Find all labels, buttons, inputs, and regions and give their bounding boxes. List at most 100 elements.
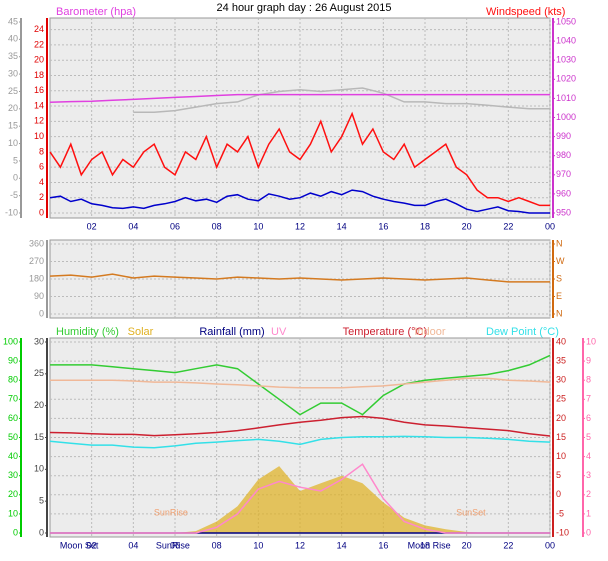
y-tick-label: 25: [34, 368, 44, 378]
page-title: 24 hour graph day : 26 August 2015: [217, 2, 392, 14]
x-tick-label: 22: [503, 540, 513, 550]
annotation: Moon Rise: [408, 540, 451, 550]
y-tick-label: 360: [29, 238, 44, 248]
y-tick-label: S: [556, 273, 562, 283]
y-tick-label: 60: [8, 413, 18, 423]
x-tick-label: 00: [545, 221, 555, 231]
sun-marker: SunSet: [456, 507, 486, 517]
y-tick-label: 20: [8, 103, 18, 113]
x-tick-label: 14: [337, 221, 347, 231]
y-tick-label: 970: [556, 169, 571, 179]
x-tick-label: 08: [212, 540, 222, 550]
y-tick-label: 35: [556, 355, 566, 365]
y-tick-label: 9: [586, 355, 591, 365]
y-tick-label: 0: [586, 527, 591, 537]
series-line: [49, 189, 550, 214]
y-tick-label: 6: [39, 162, 44, 172]
x-tick-label: 12: [295, 540, 305, 550]
x-tick-label: 10: [253, 221, 263, 231]
x-tick-label: 02: [87, 221, 97, 231]
y-tick-label: 20: [556, 413, 566, 423]
legend-entry: Indoor: [414, 326, 446, 338]
y-tick-label: 10: [556, 451, 566, 461]
y-tick-label: -10: [556, 527, 569, 537]
y-tick-label: 40: [8, 34, 18, 44]
area: [50, 466, 550, 533]
y-tick-label: 950: [556, 207, 571, 217]
y-tick-label: 30: [34, 336, 44, 346]
y-tick-label: 1: [586, 508, 591, 518]
legend-entry: Temperature (°C): [343, 326, 427, 338]
y-tick-label: 1050: [556, 16, 576, 26]
y-tick-label: 25: [556, 394, 566, 404]
legend-entry: Barometer (hpa): [56, 6, 136, 18]
legend-entry: Dew Point (°C): [486, 326, 559, 338]
x-tick-label: 00: [545, 540, 555, 550]
y-tick-label: 0: [39, 308, 44, 318]
y-tick-label: -5: [556, 508, 564, 518]
y-tick-label: 70: [8, 394, 18, 404]
y-tick-label: 2: [39, 192, 44, 202]
y-tick-label: 0: [39, 527, 44, 537]
series-line: [133, 87, 550, 114]
y-tick-label: 10: [586, 336, 596, 346]
y-tick-label: 5: [39, 496, 44, 506]
y-tick-label: 10: [34, 131, 44, 141]
annotation: Moon Set: [60, 540, 99, 550]
y-tick-label: 16: [34, 85, 44, 95]
y-tick-label: 22: [34, 39, 44, 49]
legend-entry: Rainfall (mm): [199, 326, 264, 338]
y-tick-label: 0: [13, 173, 18, 183]
y-tick-label: 14: [34, 100, 44, 110]
y-tick-label: 30: [8, 470, 18, 480]
y-tick-label: 35: [8, 51, 18, 61]
y-tick-label: 990: [556, 131, 571, 141]
x-tick-label: 06: [170, 221, 180, 231]
x-tick-label: 08: [212, 221, 222, 231]
x-tick-label: 14: [337, 540, 347, 550]
y-tick-label: 15: [34, 432, 44, 442]
y-tick-label: 3: [586, 470, 591, 480]
y-tick-label: 18: [34, 70, 44, 80]
y-tick-label: E: [556, 291, 562, 301]
x-tick-label: 22: [503, 221, 513, 231]
y-tick-label: 5: [586, 432, 591, 442]
y-tick-label: 960: [556, 188, 571, 198]
y-tick-label: 24: [34, 24, 44, 34]
x-tick-label: 18: [420, 221, 430, 231]
y-tick-label: 30: [556, 375, 566, 385]
y-tick-label: 1040: [556, 35, 576, 45]
y-tick-label: 8: [586, 375, 591, 385]
y-tick-label: 180: [29, 273, 44, 283]
y-tick-label: 25: [8, 86, 18, 96]
y-tick-label: 5: [13, 155, 18, 165]
x-tick-label: 16: [378, 540, 388, 550]
y-tick-label: 15: [8, 121, 18, 131]
y-tick-label: 20: [8, 489, 18, 499]
y-tick-label: 1020: [556, 74, 576, 84]
y-tick-label: 50: [8, 432, 18, 442]
y-tick-label: 270: [29, 256, 44, 266]
x-tick-label: 06: [170, 540, 180, 550]
legend-entry: Windspeed (kts): [486, 6, 565, 18]
y-tick-label: N: [556, 238, 563, 248]
y-tick-label: 90: [8, 355, 18, 365]
x-tick-label: 04: [128, 221, 138, 231]
x-tick-label: 04: [128, 540, 138, 550]
series-line: [49, 93, 550, 103]
sun-marker: SunRise: [154, 507, 188, 517]
y-tick-label: 15: [556, 432, 566, 442]
x-tick-label: 12: [295, 221, 305, 231]
x-tick-label: 16: [378, 221, 388, 231]
legend-entry: Humidity (%): [56, 326, 119, 338]
y-tick-label: 0: [39, 207, 44, 217]
y-tick-label: 80: [8, 375, 18, 385]
x-tick-label: 20: [462, 221, 472, 231]
y-tick-label: 90: [34, 291, 44, 301]
x-tick-label: 18: [420, 540, 430, 550]
series-line: [50, 377, 551, 389]
y-tick-label: 7: [586, 394, 591, 404]
y-tick-label: 6: [586, 413, 591, 423]
y-tick-label: -5: [10, 190, 18, 200]
y-tick-label: 1000: [556, 112, 576, 122]
